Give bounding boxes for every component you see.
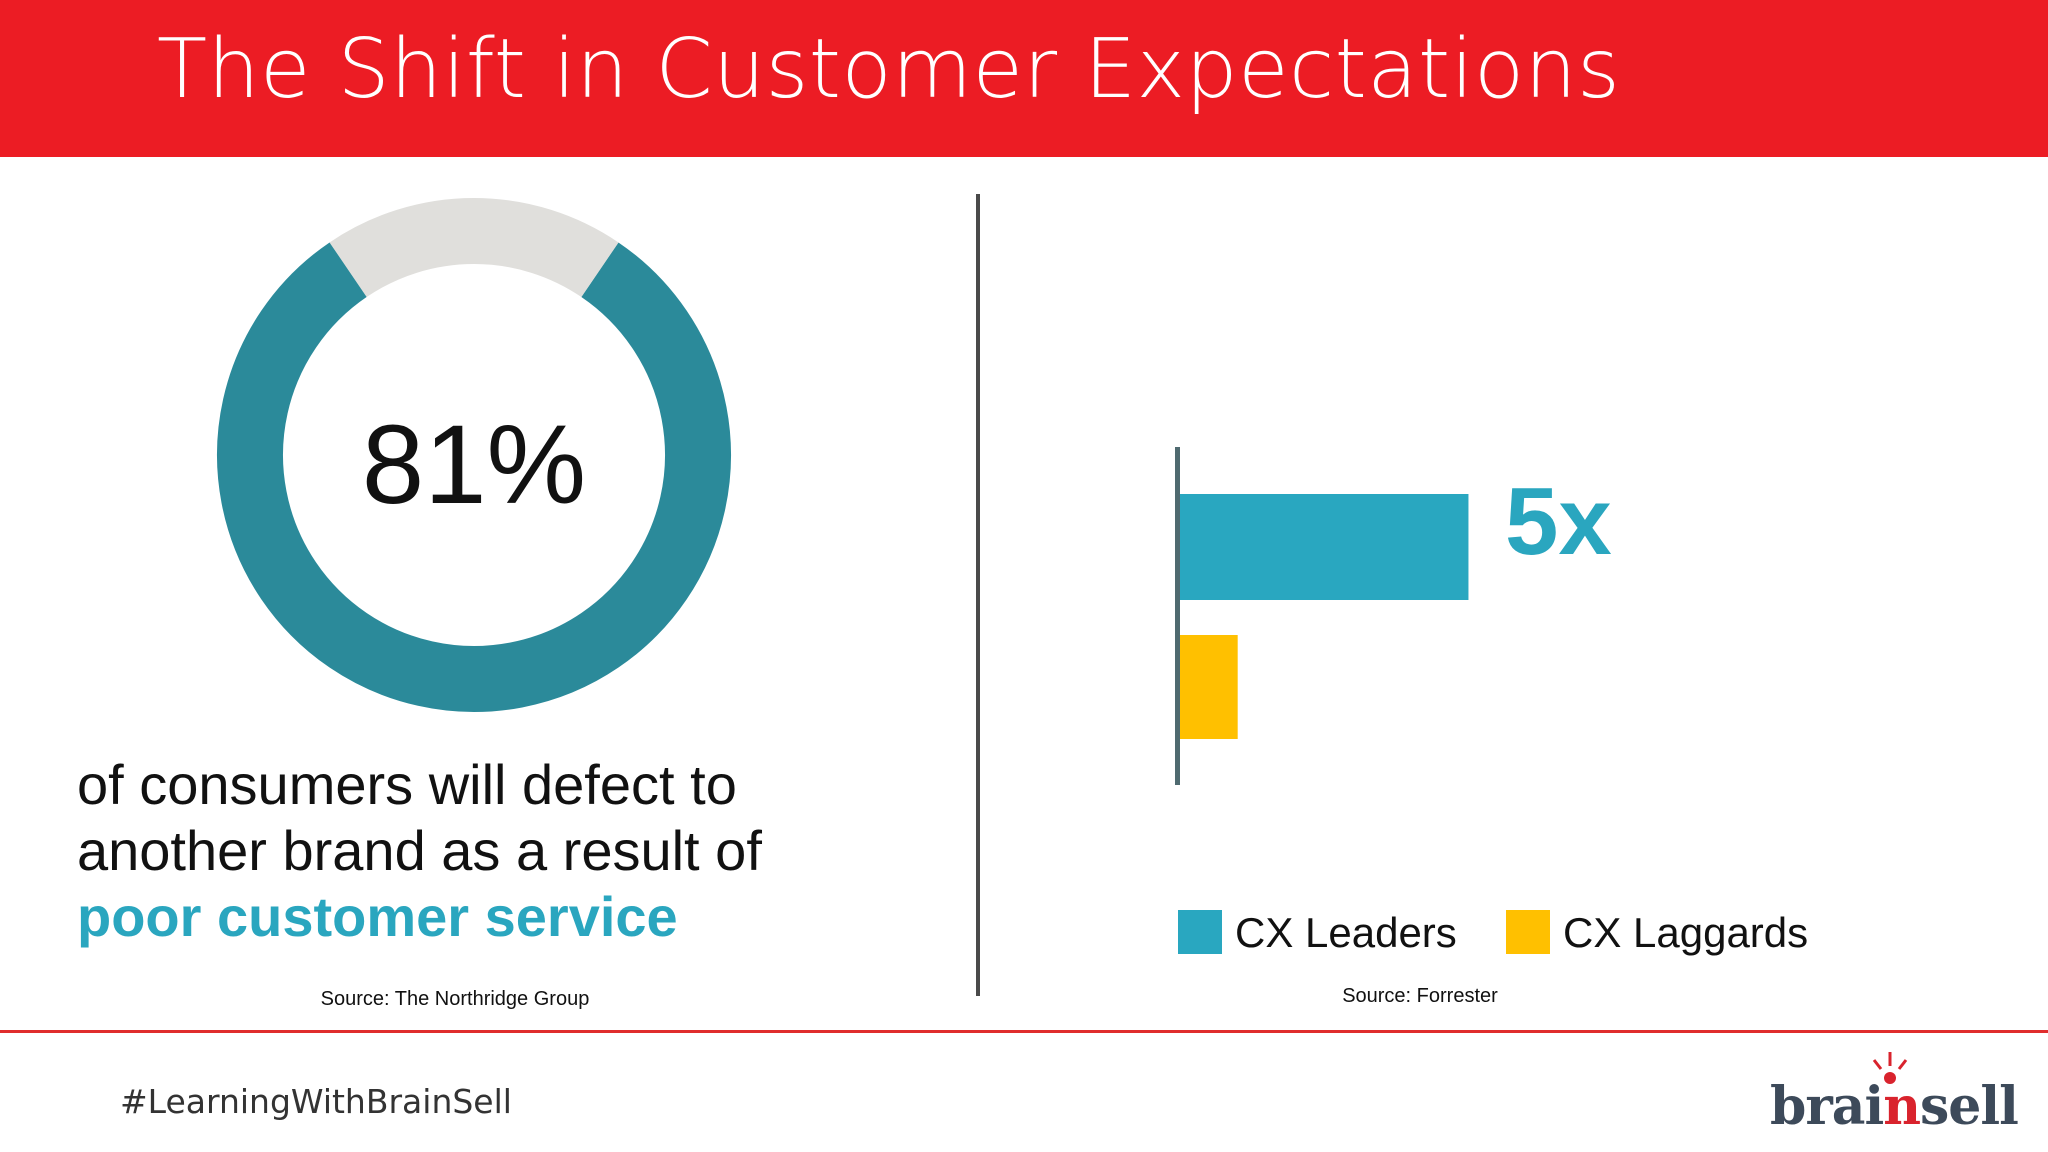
footer-rule [0, 1030, 2048, 1033]
bar-chart [1175, 447, 1469, 785]
legend-swatch-laggards [1506, 910, 1550, 954]
logo-burst-icon [1872, 1052, 1908, 1084]
legend-swatch-leaders [1178, 910, 1222, 954]
logo-wordmark: brainsell [1770, 1076, 2019, 1138]
donut-center-value: 81% [361, 402, 587, 527]
legend-label-laggards: CX Laggards [1563, 909, 1809, 956]
bar-data-label: 5x [1505, 468, 1612, 575]
bar-cx-laggards [1180, 635, 1238, 739]
stat-text-line-1: of consumers will defect to [77, 753, 737, 816]
bar-axis-line [1175, 447, 1180, 785]
footer-hashtag: #LearningWithBrainSell [120, 1082, 512, 1121]
brainsell-logo: brainsell [1770, 1048, 2019, 1140]
source-left: Source: The Northridge Group [320, 988, 590, 1010]
logo-text-part1: brai [1770, 1076, 1884, 1137]
legend-label-leaders: CX Leaders [1235, 909, 1457, 956]
logo-text-accent: n [1883, 1076, 1921, 1137]
logo-text-part2: sell [1920, 1076, 2019, 1137]
donut-chart [217, 198, 731, 712]
title-banner: The Shift in Customer Expectations [0, 0, 2048, 157]
stat-text-line-2: another brand as a result of [77, 819, 762, 882]
panel-divider [976, 194, 980, 996]
bar-cx-leaders [1180, 494, 1469, 600]
chart-legend: CX Leaders CX Laggards [1178, 905, 1878, 965]
source-right: Source: Forrester [1342, 985, 1498, 1007]
stat-description: of consumers will defect to another bran… [77, 752, 877, 950]
slide-title: The Shift in Customer Expectations [157, 22, 1621, 117]
donut-slice-remainder [217, 198, 731, 712]
stat-text-highlight: poor customer service [77, 885, 678, 948]
